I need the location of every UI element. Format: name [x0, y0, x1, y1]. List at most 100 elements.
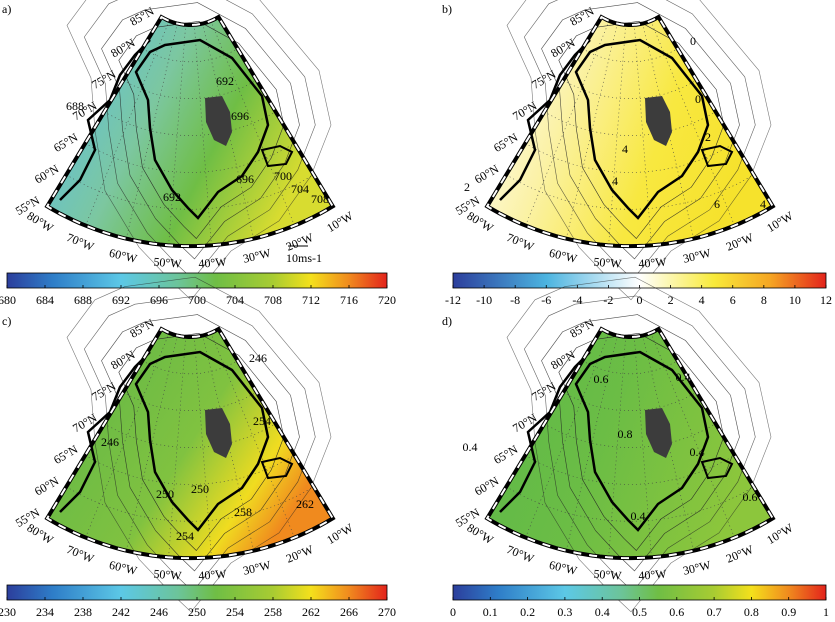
colorbar-tick-label: 692: [112, 293, 130, 307]
contour-label: 254: [253, 414, 271, 428]
colorbar-tick-label: 0.2: [520, 605, 535, 619]
graticule: [642, 335, 695, 551]
longitude-label: 30°W: [682, 246, 713, 266]
latitude-label: 60°N: [32, 161, 61, 186]
graticule: [525, 454, 735, 485]
longitude-label: 40°W: [198, 255, 228, 271]
coastline: [499, 351, 591, 513]
graticule: [123, 79, 257, 99]
iceland: [700, 144, 734, 168]
map-field: [47, 329, 333, 559]
contour-label: 692: [216, 74, 234, 88]
summit: [205, 96, 232, 146]
longitude-label: 10°W: [764, 520, 796, 547]
coastline: [59, 39, 151, 201]
greenland-coast: [574, 350, 710, 532]
map-border-dash: [45, 15, 335, 248]
contour-label: 4: [622, 142, 628, 156]
colorbar-tick-label: 684: [36, 293, 54, 307]
colorbar-tick-label: -12: [445, 293, 461, 307]
colorbar-tick-label: 0.6: [669, 605, 684, 619]
graticule: [608, 24, 626, 246]
longitude-label: 10°W: [324, 520, 356, 547]
graticule: [85, 454, 295, 485]
longitude-label: 30°W: [682, 558, 713, 578]
latitude-label: 65°N: [491, 442, 520, 467]
longitude-label: 40°W: [638, 255, 668, 271]
colorbar-tick-label: 246: [150, 605, 168, 619]
greenland-coast: [134, 38, 270, 220]
contour-label: 250: [191, 482, 209, 496]
contour-label: 2: [464, 180, 470, 194]
greenland-coast: [574, 38, 710, 220]
contour: [66, 276, 332, 613]
contour: [558, 332, 725, 551]
contour: [541, 314, 740, 572]
longitude-label: 60°W: [108, 558, 139, 578]
longitude-label: 30°W: [242, 246, 273, 266]
latitude-label: 60°N: [472, 161, 501, 186]
colorbar-tick-label: 262: [302, 605, 320, 619]
graticule: [142, 360, 238, 375]
longitude-label: 40°W: [638, 567, 668, 583]
contour-label: 2: [705, 130, 711, 144]
graticule: [634, 24, 652, 246]
graticule: [85, 142, 295, 173]
contour-label: 262: [296, 497, 314, 511]
colorbar-tick-label: 0: [450, 605, 456, 619]
graticule: [563, 391, 697, 411]
contour: [558, 20, 725, 239]
longitude-label: 20°W: [724, 542, 756, 566]
contour-label: 696: [236, 172, 254, 186]
colorbar-tick-label: 680: [0, 293, 16, 307]
longitude-label: 50°W: [153, 255, 183, 271]
contour-label: 0.4: [631, 509, 646, 523]
colorbar-tick-label: 720: [378, 293, 396, 307]
contour-label: 692: [163, 190, 181, 204]
graticule: [525, 332, 610, 538]
contour-label: 250: [156, 487, 174, 501]
graticule: [168, 336, 186, 558]
contour-label: 688: [66, 99, 84, 113]
colorbar-tick-label: 250: [188, 605, 206, 619]
graticule: [525, 20, 610, 226]
greenland-coast: [134, 350, 270, 532]
map-border-dash: [485, 327, 775, 560]
contour-label: 0: [690, 34, 696, 48]
longitude-label: 60°W: [108, 246, 139, 266]
colorbar-tick-label: 0.5: [632, 605, 647, 619]
graticule: [582, 360, 678, 375]
map-field: [47, 17, 333, 247]
graticule: [506, 486, 754, 522]
contour: [101, 2, 300, 260]
contour-label: 0.6: [743, 490, 758, 504]
colorbar-tick-label: 242: [112, 605, 130, 619]
colorbar-tick-label: 238: [74, 605, 92, 619]
graticule: [525, 142, 735, 173]
colorbar-tick-label: 0.9: [781, 605, 796, 619]
panel-label: a): [2, 2, 11, 16]
colorbar-tick-label: 1: [823, 605, 829, 619]
colorbar-tick-label: 6: [730, 293, 736, 307]
contour: [541, 2, 740, 260]
latitude-label: 85°N: [567, 316, 596, 341]
longitude-label: 50°W: [153, 567, 183, 583]
colorbar-tick-label: 716: [340, 293, 358, 307]
colorbar-tick-label: 234: [36, 605, 54, 619]
map-field: [487, 17, 773, 247]
graticule: [66, 174, 314, 210]
latitude-label: 85°N: [127, 4, 156, 29]
latitude-label: 85°N: [567, 4, 596, 29]
longitude-label: 10°W: [764, 208, 796, 235]
summit: [645, 408, 672, 458]
graticule: [125, 23, 178, 239]
longitude-label: 60°W: [548, 558, 579, 578]
contour-label: 0.8: [618, 427, 633, 441]
latitude-label: 70°N: [70, 410, 99, 435]
contour-label: 700: [274, 169, 292, 183]
longitude-label: 70°W: [505, 542, 537, 566]
colorbar-tick-label: 712: [302, 293, 320, 307]
graticule: [168, 24, 186, 246]
graticule: [85, 20, 170, 226]
